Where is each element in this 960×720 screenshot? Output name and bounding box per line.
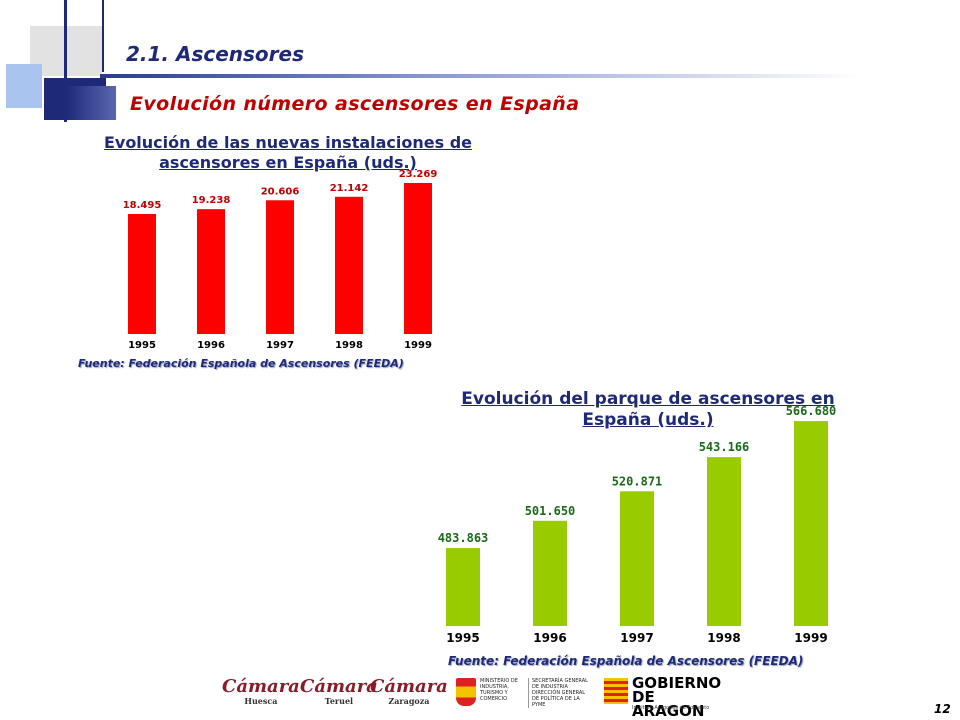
chart1-value-label-1997: 20.606 <box>261 186 300 197</box>
gobierno-aragon-logo: GOBIERNO DE ARAGON Instituto Aragonés de… <box>604 676 724 719</box>
camara-teruel-logo: Cámara Teruel <box>300 676 378 707</box>
page-number: 12 <box>934 702 951 716</box>
chart2-value-label-1995: 483.863 <box>438 531 489 545</box>
header-decoration-gradient <box>66 86 116 120</box>
ministry-logo: MINISTERIO DE INDUSTRIA, TURISMO Y COMER… <box>456 676 588 710</box>
camara-teruel-word: Cámara <box>300 676 378 697</box>
chart2-value-label-1999: 566.680 <box>786 404 837 418</box>
title-rule <box>100 74 860 78</box>
chart1-category-label-1997: 1997 <box>266 340 294 351</box>
chart1-category-label-1996: 1996 <box>197 340 225 351</box>
camara-huesca-logo: Cámara Huesca <box>222 676 300 707</box>
chart2-title: Evolución del parque de ascensores en Es… <box>461 389 835 431</box>
aragon-flag-icon <box>604 678 628 704</box>
camara-zaragoza-logo: Cámara Zaragoza <box>370 676 448 707</box>
chart2-value-label-1997: 520.871 <box>612 474 663 488</box>
chart1-source: Fuente: Federación Española de Ascensore… <box>78 357 404 370</box>
chart1-title: Evolución de las nuevas instalaciones de… <box>103 133 473 172</box>
chart2-category-label-1997: 1997 <box>620 631 653 645</box>
camara-zaragoza-word: Cámara <box>370 676 448 697</box>
chart2-bar-1999 <box>794 421 828 626</box>
aragon-sub: Instituto Aragonés de Fomento <box>632 705 710 711</box>
chart1-value-label-1996: 19.238 <box>192 195 231 206</box>
chart2-value-label-1996: 501.650 <box>525 504 576 518</box>
chart1-category-label-1999: 1999 <box>404 340 432 351</box>
chart1-bar-1995 <box>128 213 156 334</box>
chart2-bar-1995 <box>446 548 480 626</box>
camara-huesca-city: Huesca <box>244 696 278 706</box>
chart2-source: Fuente: Federación Española de Ascensore… <box>448 654 804 668</box>
chart1-category-label-1995: 1995 <box>128 340 156 351</box>
chart1-category-label-1998: 1998 <box>335 340 363 351</box>
spain-shield-icon <box>456 678 476 706</box>
chart2-category-label-1998: 1998 <box>707 631 740 645</box>
slide-subtitle: Evolución número ascensores en España <box>130 93 580 115</box>
chart1-bar-1999 <box>404 182 432 334</box>
chart2-bar-1996 <box>533 520 567 626</box>
chart2-category-label-1999: 1999 <box>794 631 827 645</box>
chart1-value-label-1999: 23.269 <box>399 169 438 180</box>
header-decoration-light <box>6 64 42 108</box>
header-vertical-line-2 <box>102 0 104 72</box>
ministry-left-text: MINISTERIO DE INDUSTRIA, TURISMO Y COMER… <box>480 678 518 702</box>
section-title: 2.1. Ascensores <box>126 42 305 66</box>
camara-zaragoza-city: Zaragoza <box>388 696 430 706</box>
chart2-bar-1998 <box>707 457 741 626</box>
header-vertical-line <box>64 0 67 122</box>
aragon-name: GOBIERNO DE ARAGON <box>632 674 722 720</box>
chart1-value-label-1998: 21.142 <box>330 183 369 194</box>
chart1-value-label-1995: 18.495 <box>123 200 162 211</box>
chart2-category-label-1996: 1996 <box>533 631 566 645</box>
camara-huesca-word: Cámara <box>222 676 300 697</box>
ministry-right-text: SECRETARÍA GENERAL DE INDUSTRIA DIRECCIÓ… <box>528 678 588 708</box>
chart2-category-label-1995: 1995 <box>446 631 479 645</box>
chart1-bar-1997 <box>266 200 294 334</box>
chart1-bar-1996 <box>197 209 225 334</box>
chart2-value-label-1998: 543.166 <box>699 440 750 454</box>
chart1-bar-1998 <box>335 196 363 334</box>
camara-teruel-city: Teruel <box>324 696 354 706</box>
chart2-bar-1997 <box>620 491 654 626</box>
